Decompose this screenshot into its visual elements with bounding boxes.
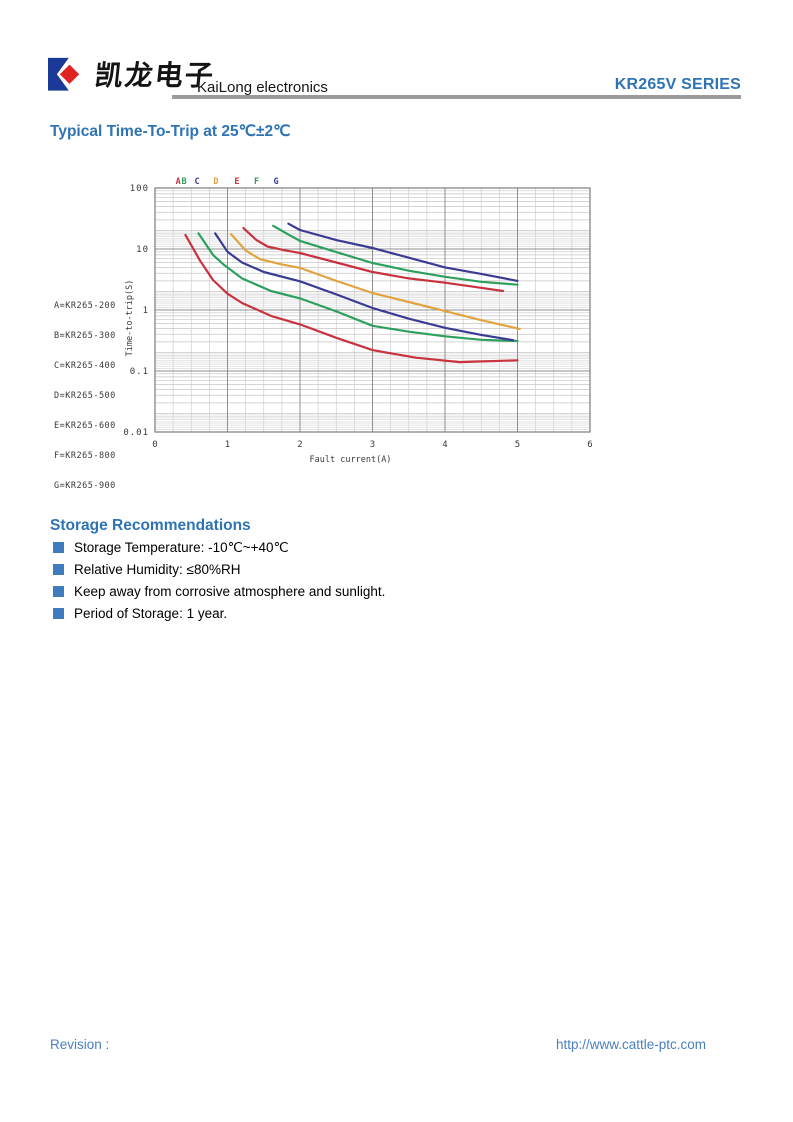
storage-item-text: Relative Humidity: ≤80%RH xyxy=(74,562,241,577)
curve-C xyxy=(214,232,515,342)
curve-F xyxy=(272,224,519,286)
svg-text:5: 5 xyxy=(515,440,520,450)
legend-line: A=KR265-200 xyxy=(54,301,116,311)
storage-section-title: Storage Recommendations xyxy=(50,517,251,534)
svg-text:G: G xyxy=(274,177,279,187)
svg-text:0.01: 0.01 xyxy=(123,428,149,438)
chart-canvas: 0 1 2 3 4 5 6 100 10 1 0.1 0.01 Fault current(A) Time… xyxy=(123,177,592,465)
svg-text:100: 100 xyxy=(130,184,149,194)
page-title: Typical Time-To-Trip at 25℃±2℃ xyxy=(50,123,291,140)
curve-A xyxy=(184,233,519,364)
website-link[interactable]: http://www.cattle-ptc.com xyxy=(555,1037,706,1052)
chart-curves xyxy=(184,222,521,364)
svg-text:0: 0 xyxy=(152,440,157,450)
svg-text:4: 4 xyxy=(442,440,447,450)
curve-D xyxy=(230,233,521,330)
x-axis-label: Fault current(A) xyxy=(310,455,392,465)
bullet-square-icon xyxy=(53,542,64,553)
list-item: Storage Temperature: -10℃~+40℃ xyxy=(53,540,693,555)
list-item: Period of Storage: 1 year. xyxy=(53,606,693,621)
legend-line: E=KR265-600 xyxy=(54,421,116,431)
storage-item-text: Storage Temperature: -10℃~+40℃ xyxy=(74,540,289,555)
chart-grid xyxy=(154,187,591,433)
svg-text:F: F xyxy=(254,177,259,187)
curve-B xyxy=(197,232,519,343)
storage-item-text: Keep away from corrosive atmosphere and … xyxy=(74,584,386,599)
series-title: KR265V SERIES xyxy=(614,76,741,93)
svg-text:3: 3 xyxy=(370,440,375,450)
svg-text:A: A xyxy=(176,177,181,187)
svg-text:E: E xyxy=(234,177,239,187)
chart-legend: A=KR265-200 B=KR265-300 C=KR265-400 D=KR… xyxy=(54,281,116,511)
revision-label: Revision : xyxy=(50,1037,110,1052)
kailong-logo-icon xyxy=(48,57,80,91)
svg-text:0.1: 0.1 xyxy=(130,367,149,377)
svg-text:D: D xyxy=(213,177,218,187)
legend-line: C=KR265-400 xyxy=(54,361,116,371)
logo-latin-text: KaiLong electronics xyxy=(197,79,328,96)
svg-text:1: 1 xyxy=(225,440,230,450)
svg-text:6: 6 xyxy=(587,440,592,450)
svg-text:C: C xyxy=(194,177,199,187)
svg-text:1: 1 xyxy=(143,306,149,316)
curve-E xyxy=(242,226,505,293)
header-divider xyxy=(172,95,741,99)
list-item: Keep away from corrosive atmosphere and … xyxy=(53,584,693,599)
storage-list: Storage Temperature: -10℃~+40℃ Relative … xyxy=(53,540,693,628)
storage-item-text: Period of Storage: 1 year. xyxy=(74,606,228,621)
bullet-square-icon xyxy=(53,586,64,597)
legend-line: F=KR265-800 xyxy=(54,451,116,461)
bullet-square-icon xyxy=(53,608,64,619)
legend-line: G=KR265-900 xyxy=(54,481,116,491)
curve-G xyxy=(287,222,519,283)
bullet-square-icon xyxy=(53,564,64,575)
svg-text:10: 10 xyxy=(136,245,149,255)
svg-text:2: 2 xyxy=(297,440,302,450)
svg-text:B: B xyxy=(181,177,186,187)
y-axis-label: Time-to-trip(S) xyxy=(125,280,135,357)
list-item: Relative Humidity: ≤80%RH xyxy=(53,562,693,577)
time-to-trip-chart: 0 1 2 3 4 5 6 100 10 1 0.1 0.01 Fault current(A) Time… xyxy=(40,165,620,491)
legend-line: B=KR265-300 xyxy=(54,331,116,341)
legend-line: D=KR265-500 xyxy=(54,391,116,401)
logo-k-shape xyxy=(48,57,69,91)
logo-red-diamond xyxy=(59,64,80,84)
chart-x-tick-labels: 0 1 2 3 4 5 6 xyxy=(152,440,592,450)
chart-y-tick-labels: 100 10 1 0.1 0.01 xyxy=(123,184,149,438)
